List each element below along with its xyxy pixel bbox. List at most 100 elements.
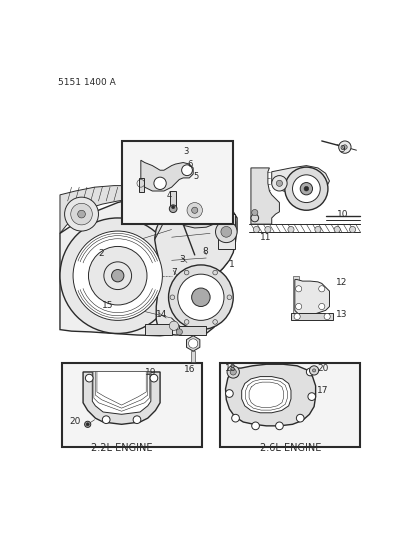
Circle shape	[264, 227, 270, 232]
Circle shape	[191, 288, 210, 306]
Polygon shape	[60, 185, 133, 233]
Circle shape	[170, 295, 174, 300]
Polygon shape	[179, 326, 206, 335]
Polygon shape	[225, 364, 315, 426]
Circle shape	[85, 374, 93, 382]
Bar	[191, 351, 195, 362]
Circle shape	[184, 270, 189, 275]
Circle shape	[103, 262, 131, 289]
Circle shape	[73, 231, 162, 320]
Circle shape	[318, 303, 324, 310]
Polygon shape	[171, 193, 217, 228]
Text: 9: 9	[339, 145, 344, 154]
Circle shape	[153, 177, 166, 189]
Text: 18: 18	[224, 364, 236, 373]
Text: 2.6L ENGINE: 2.6L ENGINE	[259, 443, 320, 453]
Text: 2.2L ENGINE: 2.2L ENGINE	[91, 443, 152, 453]
Text: 20: 20	[317, 364, 328, 373]
Text: 3: 3	[183, 147, 188, 156]
Polygon shape	[154, 199, 235, 335]
Circle shape	[215, 221, 236, 243]
Text: 11: 11	[260, 233, 271, 243]
Circle shape	[133, 416, 140, 424]
Circle shape	[84, 421, 90, 427]
Polygon shape	[144, 324, 171, 335]
Polygon shape	[186, 336, 199, 351]
Polygon shape	[292, 276, 298, 318]
Circle shape	[333, 227, 339, 232]
Circle shape	[293, 313, 299, 320]
Circle shape	[71, 203, 92, 225]
Circle shape	[169, 205, 177, 213]
Polygon shape	[241, 377, 290, 413]
Polygon shape	[133, 196, 171, 239]
Circle shape	[225, 390, 233, 398]
Text: 19: 19	[144, 368, 156, 377]
Text: 5151 1400 A: 5151 1400 A	[58, 78, 116, 87]
Circle shape	[227, 366, 239, 378]
Text: 6: 6	[187, 160, 192, 169]
Circle shape	[184, 320, 189, 324]
Circle shape	[309, 366, 318, 375]
Circle shape	[342, 145, 346, 149]
Text: 8: 8	[202, 247, 208, 256]
Circle shape	[231, 414, 239, 422]
Text: 7: 7	[171, 268, 177, 277]
Text: 17: 17	[317, 386, 328, 395]
Circle shape	[338, 141, 350, 154]
Circle shape	[251, 422, 259, 430]
Circle shape	[188, 339, 197, 348]
Text: 15: 15	[102, 301, 114, 310]
Circle shape	[314, 227, 320, 232]
Circle shape	[176, 329, 182, 335]
Circle shape	[178, 274, 223, 320]
Circle shape	[295, 303, 301, 310]
Bar	[217, 214, 234, 249]
Polygon shape	[92, 372, 151, 414]
Circle shape	[292, 175, 319, 203]
Circle shape	[284, 167, 327, 210]
Circle shape	[171, 206, 174, 209]
Circle shape	[86, 423, 89, 426]
Circle shape	[168, 265, 233, 329]
Circle shape	[348, 227, 355, 232]
Circle shape	[250, 214, 258, 222]
Text: 16: 16	[184, 365, 196, 374]
Circle shape	[295, 286, 301, 292]
Circle shape	[230, 370, 238, 377]
Circle shape	[88, 246, 146, 305]
Text: 2: 2	[98, 249, 104, 258]
Polygon shape	[250, 168, 279, 224]
Circle shape	[102, 416, 110, 424]
Circle shape	[323, 313, 329, 320]
Circle shape	[77, 210, 85, 218]
Bar	[170, 191, 176, 208]
Circle shape	[318, 286, 324, 292]
Circle shape	[187, 203, 202, 218]
Text: 13: 13	[335, 310, 346, 319]
Bar	[121, 141, 233, 224]
Circle shape	[150, 374, 157, 382]
Text: 14: 14	[156, 310, 167, 319]
Text: 20: 20	[69, 417, 81, 426]
Circle shape	[253, 227, 259, 232]
Circle shape	[181, 165, 192, 175]
Circle shape	[251, 209, 257, 216]
Text: 1: 1	[229, 260, 234, 269]
Polygon shape	[83, 372, 160, 424]
Polygon shape	[271, 166, 329, 195]
Text: 12: 12	[335, 278, 346, 287]
Circle shape	[307, 393, 315, 400]
Circle shape	[191, 207, 197, 213]
Circle shape	[276, 180, 282, 187]
Circle shape	[303, 187, 308, 191]
Circle shape	[312, 369, 315, 372]
Circle shape	[65, 197, 98, 231]
Polygon shape	[290, 313, 333, 320]
Circle shape	[212, 320, 217, 324]
Circle shape	[212, 270, 217, 275]
Bar	[61, 363, 201, 447]
Circle shape	[299, 182, 312, 195]
Polygon shape	[60, 196, 236, 336]
Circle shape	[111, 270, 124, 282]
